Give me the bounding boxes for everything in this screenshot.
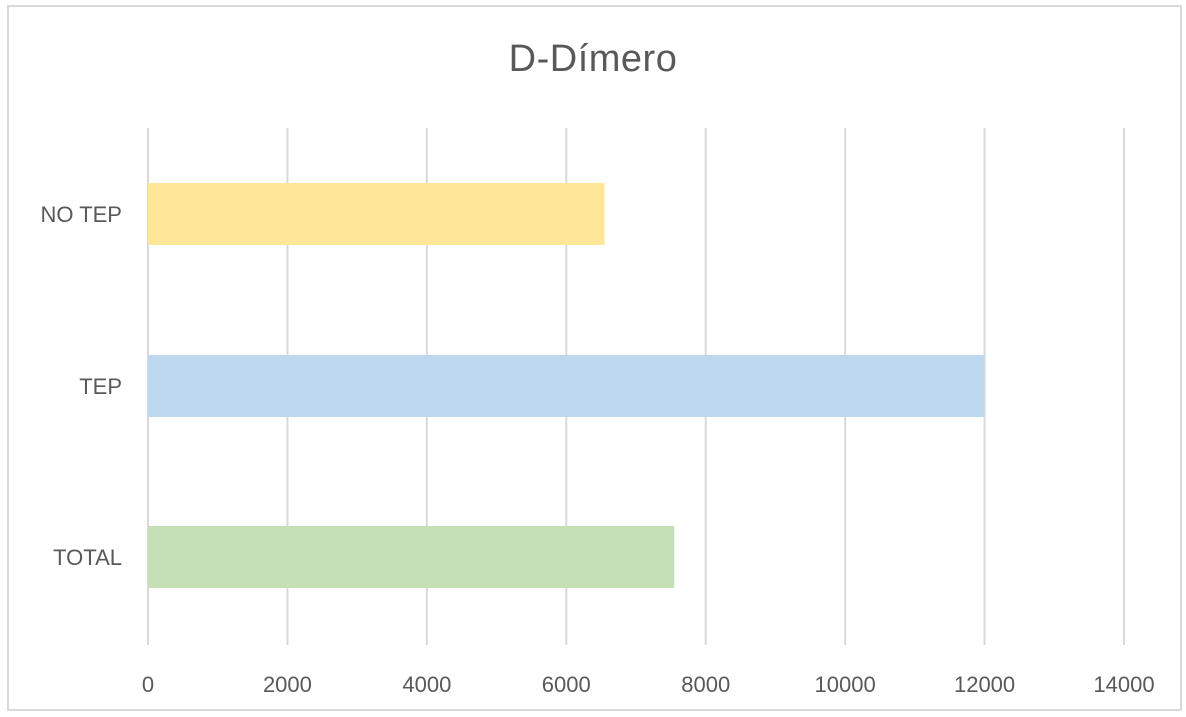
x-tick-label: 8000 (681, 672, 730, 697)
category-labels: NO TEP TEP TOTAL (40, 202, 122, 570)
category-label: NO TEP (40, 202, 122, 227)
bar-no-tep (148, 183, 605, 245)
bars (148, 183, 985, 588)
x-tick-label: 0 (142, 672, 154, 697)
category-label: TEP (79, 374, 122, 399)
x-tick-label: 14000 (1093, 672, 1154, 697)
x-tick-label: 10000 (815, 672, 876, 697)
x-tick-label: 12000 (954, 672, 1015, 697)
bar-total (148, 526, 674, 588)
x-tick-labels: 0 2000 4000 6000 8000 10000 12000 14000 (142, 672, 1155, 697)
category-label: TOTAL (53, 545, 122, 570)
x-tick-label: 6000 (542, 672, 591, 697)
x-tick-label: 4000 (402, 672, 451, 697)
bar-tep (148, 355, 985, 417)
x-tick-label: 2000 (263, 672, 312, 697)
